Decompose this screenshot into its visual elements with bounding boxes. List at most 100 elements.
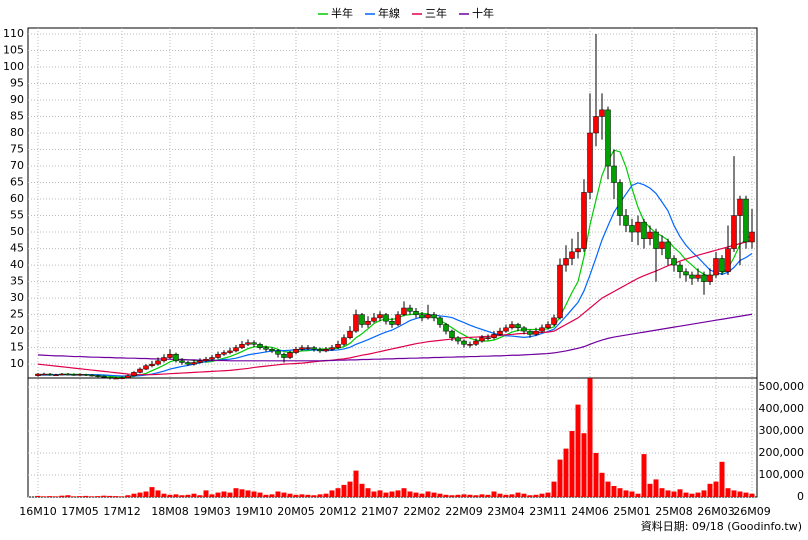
- candle-body: [125, 375, 131, 378]
- volume-bar: [725, 488, 731, 497]
- x-tick-label: 18M08: [151, 505, 189, 518]
- volume-bar: [149, 487, 155, 497]
- volume-bar: [221, 491, 227, 497]
- candle-body: [167, 353, 173, 358]
- volume-bar: [113, 496, 119, 497]
- y2-tick-label: 200,000: [759, 446, 805, 459]
- candle-body: [521, 327, 527, 332]
- volume-bar: [251, 491, 257, 497]
- candle-body: [599, 109, 605, 117]
- volume-bar: [263, 494, 269, 497]
- candle-body: [41, 373, 47, 376]
- x-tick-label: 19M10: [235, 505, 273, 518]
- y-tick-label: 60: [10, 192, 24, 205]
- volume-bar: [545, 492, 551, 497]
- candle-body: [137, 368, 143, 373]
- volume-bar: [599, 472, 605, 497]
- volume-bar: [101, 495, 107, 497]
- x-tick-label: 17M12: [103, 505, 141, 518]
- volume-bar: [71, 496, 77, 497]
- y2-tick-label: 400,000: [759, 402, 805, 415]
- x-tick-label: 17M05: [61, 505, 99, 518]
- volume-bar: [203, 490, 209, 497]
- candle-body: [293, 349, 299, 353]
- candle-body: [395, 314, 401, 325]
- volume-bar: [479, 494, 485, 497]
- x-tick-label: 26M09: [733, 505, 771, 518]
- candle-body: [101, 376, 107, 378]
- volume-bar: [341, 484, 347, 497]
- candle-body: [509, 324, 515, 329]
- x-tick-label: 26M03: [697, 505, 735, 518]
- candle-body: [689, 274, 695, 279]
- volume-bar: [455, 494, 461, 497]
- volume-bar: [653, 479, 659, 497]
- volume-bar: [617, 488, 623, 497]
- candle-body: [737, 198, 743, 216]
- candle-body: [539, 327, 545, 332]
- ma-line: [37, 239, 753, 376]
- candle-body: [323, 349, 329, 352]
- candle-body: [581, 192, 587, 249]
- volume-bar: [677, 489, 683, 497]
- candle-body: [461, 340, 467, 345]
- y-tick-label: 10: [10, 357, 24, 370]
- volume-bar: [737, 491, 743, 497]
- volume-bar: [707, 483, 713, 497]
- y2-tick-label: 500,000: [759, 380, 805, 393]
- volume-bar: [593, 453, 599, 497]
- volume-bar: [197, 495, 203, 497]
- candle-body: [197, 360, 203, 363]
- volume-bar: [443, 494, 449, 497]
- volume-bar: [365, 488, 371, 497]
- legend-label: 半年: [331, 6, 353, 20]
- candle-body: [53, 374, 59, 376]
- volume-bar: [701, 490, 707, 497]
- candle-body: [455, 337, 461, 342]
- candle-body: [377, 314, 383, 319]
- candle-body: [275, 350, 281, 355]
- candle-body: [401, 307, 407, 315]
- volume-bar: [449, 495, 455, 497]
- volume-bar: [635, 493, 641, 497]
- x-tick-label: 23M04: [487, 505, 525, 518]
- x-tick-label: 23M11: [529, 505, 567, 518]
- candle-body: [119, 377, 125, 379]
- candle-body: [443, 324, 449, 332]
- candle-body: [335, 344, 341, 348]
- volume-bar: [59, 495, 65, 497]
- candle-body: [113, 377, 119, 380]
- candle-body: [131, 372, 137, 376]
- candle-body: [353, 314, 359, 332]
- candle-body: [389, 320, 395, 325]
- volume-bar: [533, 494, 539, 497]
- candle-body: [413, 311, 419, 315]
- y2-tick-label: 0: [797, 490, 804, 503]
- volume-bar: [515, 492, 521, 497]
- y-tick-label: 55: [10, 209, 24, 222]
- candle-body: [95, 375, 101, 377]
- volume-bar: [413, 492, 419, 497]
- volume-bar: [233, 488, 239, 497]
- candle-body: [419, 314, 425, 319]
- volume-bar: [521, 493, 527, 497]
- volume-bar: [383, 492, 389, 497]
- candle-body: [407, 307, 413, 312]
- candle-body: [287, 352, 293, 358]
- candle-body: [731, 215, 737, 249]
- volume-bar: [83, 495, 89, 497]
- volume-bar: [647, 483, 653, 497]
- legend-label: 十年: [472, 6, 494, 20]
- x-tick-label: 24M06: [571, 505, 609, 518]
- volume-bar: [695, 492, 701, 497]
- y-tick-label: 50: [10, 225, 24, 238]
- candle-body: [329, 347, 335, 350]
- volume-bar: [749, 493, 755, 497]
- candle-body: [485, 337, 491, 339]
- volume-bar: [437, 493, 443, 497]
- candle-body: [245, 342, 251, 345]
- candle-body: [257, 344, 263, 348]
- volume-bar: [335, 488, 341, 497]
- candle-body: [209, 357, 215, 360]
- candle-body: [311, 347, 317, 350]
